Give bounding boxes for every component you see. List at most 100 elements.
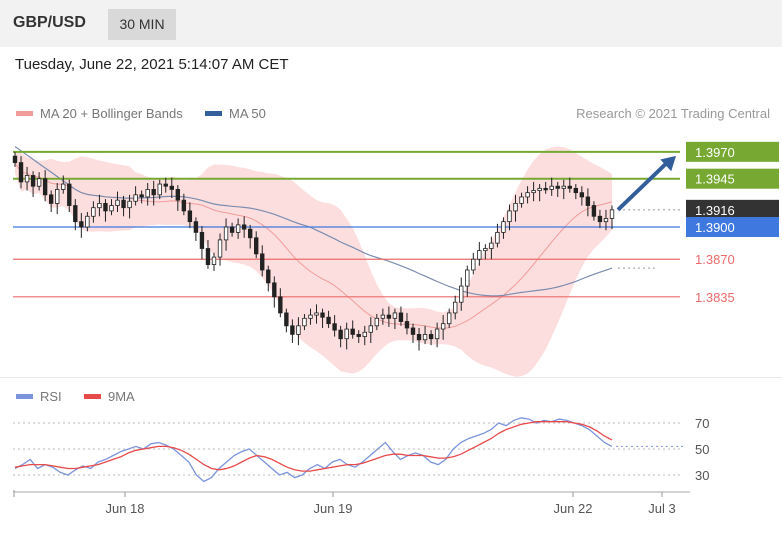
candle-body	[284, 312, 289, 327]
candle-body	[169, 185, 174, 190]
candle-body	[308, 314, 313, 319]
candle-body	[446, 312, 452, 325]
candle-body	[241, 224, 247, 230]
ma50-legend-label: MA 50	[229, 106, 266, 121]
candle-body	[254, 237, 259, 255]
candle-body	[471, 258, 476, 271]
candle-body	[121, 199, 126, 209]
candle-body	[223, 226, 229, 241]
candle-body	[145, 189, 150, 198]
symbol-label: GBP/USD	[13, 14, 86, 31]
candle-body	[525, 192, 530, 198]
ma50-line	[14, 146, 613, 297]
candle-body	[97, 202, 102, 209]
candle-body	[61, 183, 66, 190]
candle-body	[18, 162, 24, 183]
credit-label: Research © 2021 Trading Central	[576, 106, 770, 121]
candle-body	[513, 202, 518, 212]
candle-body	[272, 282, 277, 298]
candle-body	[603, 218, 609, 223]
candle-body	[217, 239, 223, 258]
rsi-line	[14, 417, 613, 483]
candle-body	[30, 175, 36, 187]
candle-body	[199, 231, 205, 249]
forecast-arrow-shaft	[616, 158, 672, 212]
candle-body	[260, 253, 265, 271]
candle-body	[266, 269, 271, 284]
candle-body	[380, 314, 386, 319]
timeframe-button[interactable]: 30 MIN	[108, 9, 176, 40]
candle-body	[205, 248, 211, 266]
candle-body	[368, 325, 373, 333]
candle-body	[42, 178, 48, 196]
rsi-ma-line	[14, 421, 613, 472]
candle-body	[296, 325, 301, 335]
level-label-1.3870: 1.3870	[695, 252, 735, 267]
time-label-Jun 18: Jun 18	[105, 501, 144, 516]
candle-body	[320, 312, 325, 318]
candle-body	[302, 317, 307, 327]
header-bar: GBP/USD 30 MIN	[0, 0, 782, 47]
datetime-label: Tuesday, June 22, 2021 5:14:07 AM CET	[15, 56, 289, 73]
candle-body	[549, 185, 554, 190]
candle-body	[109, 205, 114, 212]
candle-body	[465, 269, 470, 287]
candle-body	[422, 334, 428, 341]
level-label-1.3970: 1.3970	[695, 145, 735, 160]
level-tag-1.3916	[686, 199, 779, 220]
candle-body	[537, 187, 542, 191]
time-label-Jul 3: Jul 3	[648, 501, 675, 516]
bollinger-band-area	[15, 146, 612, 377]
candle-body	[181, 199, 187, 212]
candle-body	[55, 189, 60, 204]
level-label-1.3835: 1.3835	[695, 290, 735, 305]
candle-body	[235, 224, 241, 233]
candle-body	[555, 185, 560, 189]
candle-body	[290, 325, 295, 335]
panel-separator	[0, 377, 782, 378]
candle-body	[314, 312, 319, 316]
candle-body	[507, 210, 512, 223]
candle-body	[434, 328, 440, 340]
level-tag-1.3945	[686, 168, 779, 189]
level-label-1.3945: 1.3945	[695, 172, 735, 187]
rsi-legend-label: RSI	[40, 389, 62, 404]
candle-body	[543, 187, 548, 191]
candle-body	[597, 215, 603, 223]
candle-body	[24, 175, 30, 183]
candle-body	[163, 183, 168, 187]
candle-body	[48, 194, 54, 204]
level-label-1.3900: 1.3900	[695, 220, 735, 235]
candle-body	[338, 329, 343, 340]
candle-body	[332, 323, 337, 331]
candle-body	[374, 317, 380, 327]
candle-body	[79, 221, 84, 228]
candle-body	[67, 183, 72, 206]
level-tag-1.3900	[686, 217, 779, 238]
rsi-legend-swatch	[16, 394, 33, 399]
candle-body	[459, 285, 464, 303]
time-label-Jun 22: Jun 22	[553, 501, 592, 516]
candle-body	[398, 312, 404, 322]
candle-body	[229, 226, 235, 233]
candle-body	[591, 205, 597, 217]
candle-body	[585, 196, 591, 206]
candle-body	[362, 331, 367, 337]
candle-body	[175, 189, 181, 201]
ma50-legend-swatch	[205, 111, 222, 116]
candle-body	[350, 328, 355, 335]
candle-body	[73, 205, 78, 223]
candle-body	[386, 314, 392, 319]
candle-body	[211, 256, 217, 266]
ma20-legend-swatch	[16, 111, 33, 116]
rsi-tick-50: 50	[695, 442, 709, 457]
candle-body	[326, 316, 331, 325]
candle-body	[193, 221, 199, 233]
rsi-ma-legend-label: 9MA	[108, 389, 135, 404]
candle-body	[561, 185, 566, 189]
candle-body	[410, 327, 416, 335]
candle-body	[567, 185, 572, 189]
candle-body	[139, 194, 144, 198]
level-label-1.3916: 1.3916	[695, 203, 735, 218]
candle-body	[404, 321, 410, 329]
